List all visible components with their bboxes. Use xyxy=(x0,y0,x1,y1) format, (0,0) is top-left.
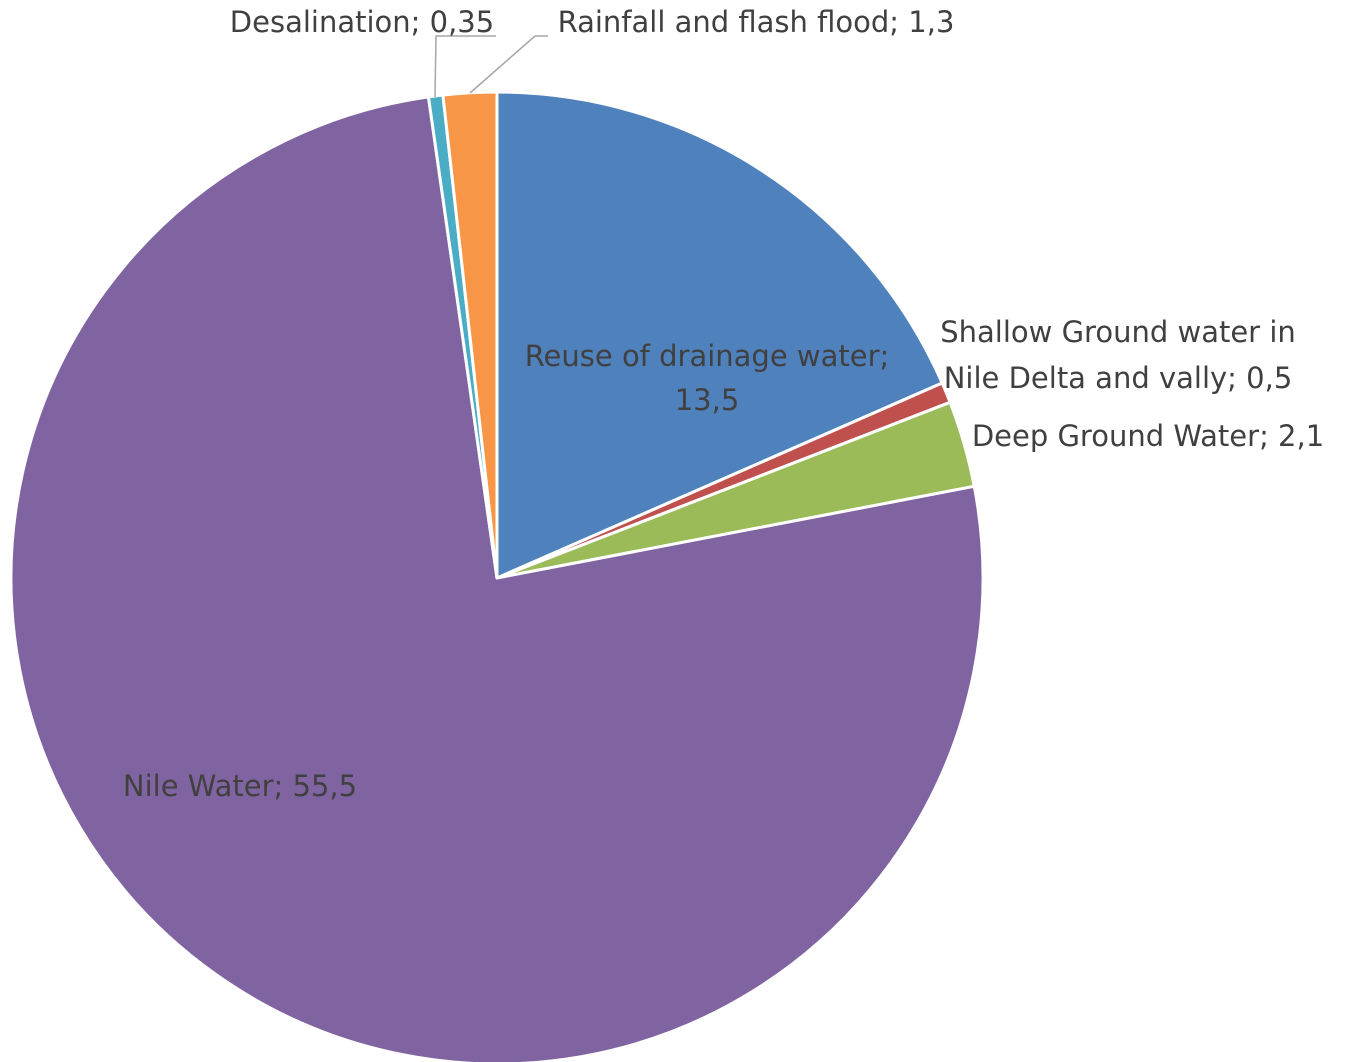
data-label-line: Rainfall and flash flood; 1,3 xyxy=(558,5,955,39)
data-label-deep-ground-water: Deep Ground Water; 2,1 xyxy=(972,419,1324,453)
data-label-line: Nile Water; 55,5 xyxy=(123,769,357,803)
data-label-nile-water: Nile Water; 55,5 xyxy=(123,769,357,803)
data-label-reuse-of-drainage-water: Reuse of drainage water; 13,5 xyxy=(525,339,890,417)
data-label-shallow-ground-water-in-nile-delta-and-vally: Shallow Ground water in Nile Delta and va… xyxy=(940,315,1296,395)
data-label-line: Desalination; 0,35 xyxy=(230,5,494,39)
slice-labels: Reuse of drainage water; 13,5 Shallow Grou… xyxy=(123,5,1324,803)
data-label-line: 13,5 xyxy=(675,383,740,417)
data-label-desalination: Desalination; 0,35 xyxy=(230,5,494,39)
label-leader-lines xyxy=(434,35,548,98)
pie-slice-reuse-of-drainage-water xyxy=(495,90,944,580)
data-label-line: Shallow Ground water in xyxy=(940,315,1296,349)
data-label-line: Nile Delta and vally; 0,5 xyxy=(944,361,1293,395)
rainfall-leader-line xyxy=(469,35,548,94)
data-label-rainfall-and-flash-flood: Rainfall and flash flood; 1,3 xyxy=(558,5,955,39)
data-label-line: Reuse of drainage water; xyxy=(525,339,890,373)
desalination-leader-line xyxy=(434,35,496,98)
data-label-line: Deep Ground Water; 2,1 xyxy=(972,419,1324,453)
pie-slices xyxy=(9,90,985,1062)
